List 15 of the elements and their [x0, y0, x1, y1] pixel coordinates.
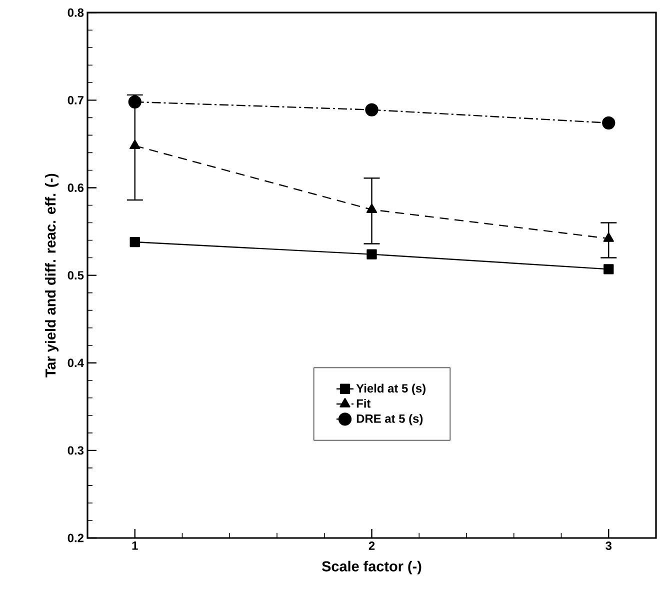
y-tick-label: 0.7 [68, 96, 84, 104]
legend-label: Yield at 5 (s) [356, 384, 426, 395]
legend-label: DRE at 5 (s) [356, 414, 423, 426]
y-tick-label: 0.6 [68, 184, 84, 192]
x-tick-label: 3 [606, 542, 612, 550]
x-tick-label: 2 [368, 542, 375, 550]
y-tick-label: 0.5 [68, 271, 84, 280]
y-axis-title: Tar yield and diff. reac. eff. (-) [45, 174, 59, 378]
y-tick-label: 0.4 [68, 358, 84, 368]
y-tick-label: 0.3 [68, 446, 84, 455]
legend-label: Fit [356, 398, 371, 408]
x-axis-title: Scale factor (-) [322, 560, 422, 574]
x-tick-label: 1 [132, 542, 138, 550]
y-tick-label: 0.2 [68, 534, 84, 542]
y-tick-label: 0.8 [68, 8, 84, 17]
